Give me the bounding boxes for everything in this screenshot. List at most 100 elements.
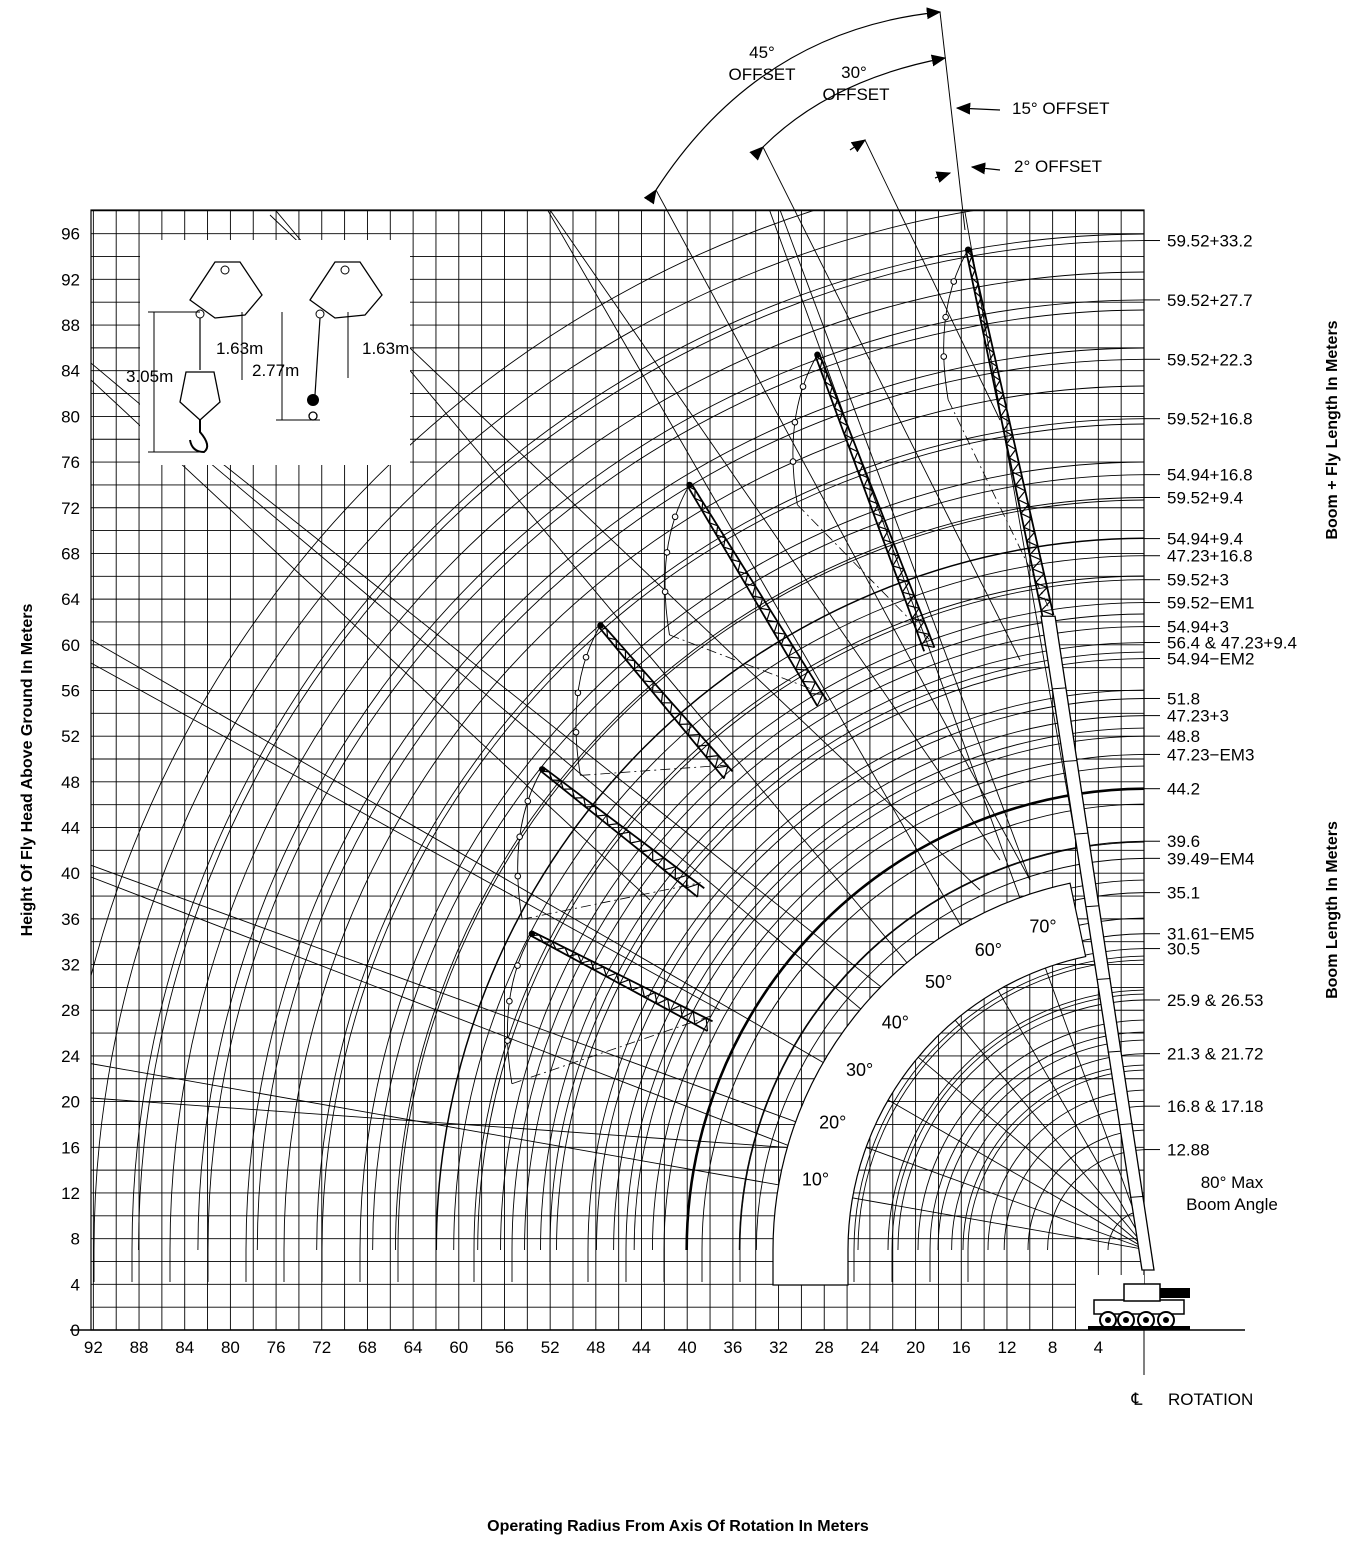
length-arc — [685, 787, 1144, 1251]
length-label: 47.23+16.8 — [1167, 547, 1253, 566]
reference-line — [549, 210, 1001, 861]
offset-indicators: 45° OFFSET 30° OFFSET 15° OFFSET 2° OFFSET — [643, 7, 1109, 881]
fly-chord-lower — [690, 483, 828, 701]
offset-ray-30 — [762, 146, 1021, 661]
offset-point — [661, 588, 669, 596]
y-tick-label: 60 — [61, 636, 80, 655]
hook-block-inset: 3.05m 1.63m 2.77m 1.63m — [126, 240, 410, 465]
length-label: 39.49−EM4 — [1167, 849, 1254, 868]
length-label: 12.88 — [1167, 1141, 1210, 1160]
offset-point — [572, 728, 580, 736]
offset-sweep — [575, 625, 601, 776]
reference-line — [91, 876, 801, 1151]
offset-point — [574, 689, 582, 697]
length-label: 59.52+27.7 — [1167, 291, 1253, 310]
overhaul-ball — [307, 394, 319, 406]
offset-label-45-deg: 45° — [749, 43, 775, 62]
y-tick-label: 72 — [61, 499, 80, 518]
fly-lacing — [687, 485, 824, 707]
offset-arc-30 — [749, 54, 947, 161]
y-tick-label: 16 — [61, 1138, 80, 1157]
length-labels: 59.52+33.2 59.52+27.7 59.52+22.3 59.52+16.8… — [1144, 232, 1297, 1160]
x-tick-label: 28 — [815, 1338, 834, 1357]
x-tick-label: 12 — [997, 1338, 1016, 1357]
dim-label-163-left: 1.63m — [216, 339, 263, 358]
length-label: 54.94+9.4 — [1167, 530, 1243, 549]
boom-section-joint — [1107, 1050, 1122, 1053]
boom-section-joint — [1052, 687, 1067, 690]
crane-hub — [1123, 1317, 1129, 1323]
angle-band-shape — [772, 882, 1087, 1286]
length-arc — [197, 299, 1144, 1251]
length-arc — [857, 959, 1144, 1251]
fly-lacing — [540, 770, 700, 898]
dim-label-163-right: 1.63m — [362, 339, 409, 358]
hook-block — [179, 371, 221, 421]
offset-arrow-15 — [955, 102, 1001, 115]
length-label: 59.52−EM1 — [1167, 594, 1254, 613]
sheave-right — [340, 265, 350, 275]
length-arc — [987, 1089, 1144, 1251]
offset-point — [671, 513, 679, 521]
length-label: 16.8 & 17.18 — [1167, 1097, 1263, 1116]
length-arc — [511, 613, 1144, 1251]
boom-section-joint — [1096, 977, 1111, 980]
length-arc — [245, 347, 1144, 1251]
x-tick-label: 56 — [495, 1338, 514, 1357]
length-arc — [929, 1031, 1144, 1251]
length-arc — [739, 841, 1144, 1251]
outrigger-pads — [1088, 1326, 1190, 1330]
x-tick-label: 60 — [449, 1338, 468, 1357]
x-tick-label: 16 — [952, 1338, 971, 1357]
y-tick-label: 64 — [61, 590, 80, 609]
angle-scale-band: 10° 20° 30° 40° 50° 60° 70° — [772, 882, 1087, 1286]
length-arc — [283, 385, 1144, 1251]
length-arc — [613, 715, 1144, 1251]
boom-section-joint — [1118, 1123, 1133, 1126]
dim-label-277: 2.77m — [252, 361, 299, 380]
length-label: 59.52+16.8 — [1167, 410, 1253, 429]
length-arc — [169, 271, 1144, 1251]
length-label: 44.2 — [1167, 780, 1200, 799]
right-title-bottom: Boom Length In Meters — [1324, 821, 1341, 999]
sheave-left — [220, 265, 230, 275]
fly-lacing — [598, 626, 729, 779]
x-axis-title: Operating Radius From Axis Of Rotation I… — [487, 1518, 869, 1535]
y-tick-label: 36 — [61, 910, 80, 929]
boom-angle-label: 10° — [802, 1169, 829, 1189]
length-label: 30.5 — [1167, 940, 1200, 959]
angle-ray — [91, 639, 1144, 1249]
length-label: 25.9 & 26.53 — [1167, 991, 1263, 1010]
length-label: 59.52+33.2 — [1167, 232, 1253, 251]
length-arc — [397, 499, 1144, 1251]
length-arc — [663, 765, 1144, 1251]
offset-point — [942, 313, 949, 321]
offset-point — [506, 997, 513, 1005]
length-arc — [625, 727, 1144, 1251]
fly-lacing — [965, 249, 1054, 616]
offset-centerline — [580, 764, 729, 776]
length-label: 59.52+9.4 — [1167, 488, 1243, 507]
offset-centerline — [669, 634, 823, 694]
length-arc — [540, 642, 1144, 1251]
offset-point — [514, 872, 522, 880]
y-axis-title: Height Of Fly Head Above Ground In Meter… — [19, 604, 36, 937]
length-arc — [917, 1019, 1144, 1251]
length-label: 54.94+3 — [1167, 618, 1229, 637]
x-tick-label: 48 — [586, 1338, 605, 1357]
crane-carrier-icon — [1088, 1283, 1190, 1330]
angle-ray — [768, 210, 1144, 1241]
y-tick-label: 68 — [61, 544, 80, 563]
boom-head-right — [309, 261, 383, 319]
centerline-symbol: ℄ — [1131, 1390, 1143, 1409]
length-label: 59.52+22.3 — [1167, 350, 1253, 369]
hook — [189, 420, 209, 454]
y-tick-label: 28 — [61, 1001, 80, 1020]
angle-rays — [91, 210, 1144, 1250]
fly-chord-upper — [814, 355, 926, 652]
offset-point — [524, 797, 532, 805]
y-tick-label: 48 — [61, 773, 80, 792]
offset-label-15: 15° OFFSET — [1012, 99, 1109, 118]
fly-chord-lower — [818, 353, 936, 648]
crane-hub — [1143, 1317, 1149, 1323]
